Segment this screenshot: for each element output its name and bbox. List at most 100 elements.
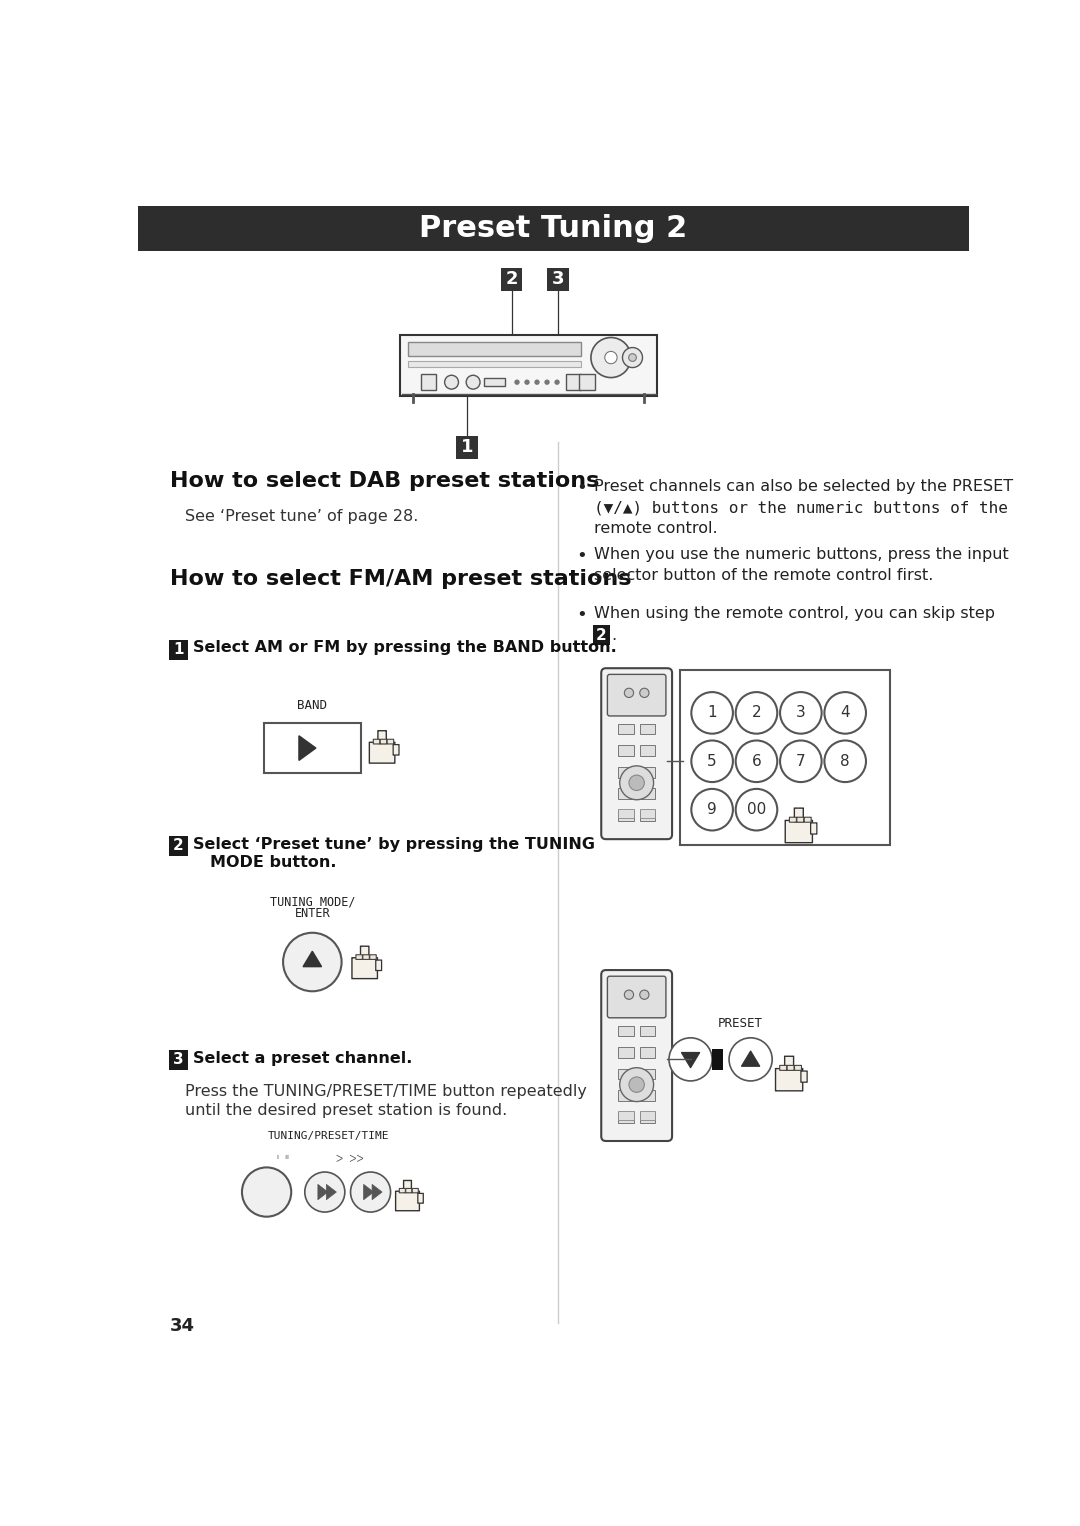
- Text: 5: 5: [707, 754, 717, 769]
- Bar: [639, 723, 656, 734]
- FancyBboxPatch shape: [170, 639, 188, 659]
- Circle shape: [242, 1167, 292, 1216]
- FancyBboxPatch shape: [780, 1065, 786, 1070]
- Text: 6: 6: [752, 754, 761, 769]
- FancyBboxPatch shape: [400, 1189, 405, 1193]
- Circle shape: [669, 1038, 712, 1080]
- Circle shape: [691, 693, 733, 734]
- Bar: [639, 1112, 656, 1123]
- Bar: [639, 1111, 656, 1120]
- Text: ᐳ  ᐳᐳ: ᐳ ᐳᐳ: [336, 1154, 364, 1163]
- Text: Select ‘Preset tune’ by pressing the TUNING: Select ‘Preset tune’ by pressing the TUN…: [193, 836, 595, 852]
- Text: 3: 3: [552, 270, 564, 288]
- Circle shape: [351, 1172, 391, 1212]
- FancyBboxPatch shape: [785, 821, 812, 842]
- Text: .: .: [611, 627, 617, 642]
- Text: Select a preset channel.: Select a preset channel.: [193, 1050, 413, 1065]
- Circle shape: [735, 693, 778, 734]
- FancyBboxPatch shape: [406, 1189, 411, 1193]
- Circle shape: [445, 375, 459, 389]
- Text: 3: 3: [796, 705, 806, 720]
- Text: When using the remote control, you can skip step: When using the remote control, you can s…: [594, 606, 995, 621]
- Circle shape: [467, 375, 480, 389]
- Bar: [618, 745, 634, 755]
- Polygon shape: [373, 1184, 382, 1199]
- Circle shape: [639, 688, 649, 697]
- Bar: [639, 810, 656, 821]
- FancyBboxPatch shape: [356, 955, 363, 960]
- Circle shape: [780, 693, 822, 734]
- Circle shape: [554, 380, 559, 385]
- FancyBboxPatch shape: [363, 955, 369, 960]
- FancyBboxPatch shape: [352, 958, 377, 978]
- Text: •: •: [577, 548, 588, 565]
- Text: See ‘Preset tune’ of page 28.: See ‘Preset tune’ of page 28.: [186, 510, 419, 525]
- Circle shape: [605, 351, 617, 363]
- Circle shape: [824, 740, 866, 781]
- Bar: [618, 1090, 634, 1100]
- FancyBboxPatch shape: [369, 742, 395, 763]
- Text: BAND: BAND: [297, 699, 327, 713]
- Polygon shape: [681, 1053, 700, 1068]
- Bar: [618, 766, 634, 778]
- Text: remote control.: remote control.: [594, 520, 717, 536]
- Text: 2: 2: [596, 627, 607, 642]
- Text: selector button of the remote control first.: selector button of the remote control fi…: [594, 568, 933, 583]
- Bar: [618, 723, 634, 734]
- Bar: [618, 809, 634, 818]
- Circle shape: [735, 740, 778, 781]
- FancyBboxPatch shape: [795, 809, 804, 821]
- Circle shape: [629, 354, 636, 362]
- Circle shape: [591, 337, 631, 377]
- FancyBboxPatch shape: [378, 731, 387, 743]
- Bar: [484, 378, 505, 386]
- Circle shape: [639, 990, 649, 1000]
- Text: 2: 2: [752, 705, 761, 720]
- FancyBboxPatch shape: [170, 836, 188, 856]
- Text: 2: 2: [173, 838, 184, 853]
- FancyBboxPatch shape: [797, 818, 804, 823]
- Text: ENTER: ENTER: [295, 908, 330, 920]
- FancyBboxPatch shape: [393, 745, 399, 755]
- Bar: [579, 374, 595, 389]
- Circle shape: [624, 990, 634, 1000]
- FancyBboxPatch shape: [602, 971, 672, 1141]
- Text: 34: 34: [170, 1317, 195, 1335]
- Text: Preset Tuning 2: Preset Tuning 2: [419, 214, 688, 243]
- Circle shape: [629, 1077, 645, 1093]
- FancyBboxPatch shape: [679, 670, 890, 845]
- Polygon shape: [741, 1051, 760, 1067]
- Bar: [639, 745, 656, 755]
- Circle shape: [824, 693, 866, 734]
- Circle shape: [735, 789, 778, 830]
- Bar: [618, 810, 634, 821]
- Bar: [618, 1111, 634, 1120]
- Text: Preset channels can also be selected by the PRESET: Preset channels can also be selected by …: [594, 479, 1013, 494]
- Bar: [138, 206, 970, 250]
- Bar: [639, 766, 656, 778]
- Circle shape: [729, 1038, 772, 1080]
- FancyBboxPatch shape: [795, 1065, 801, 1070]
- Polygon shape: [318, 1184, 328, 1199]
- Text: •: •: [577, 606, 588, 624]
- FancyBboxPatch shape: [413, 1189, 418, 1193]
- FancyBboxPatch shape: [418, 1193, 423, 1202]
- FancyBboxPatch shape: [400, 334, 657, 395]
- FancyBboxPatch shape: [805, 818, 811, 823]
- Bar: [421, 374, 436, 389]
- Bar: [618, 1068, 634, 1079]
- Bar: [712, 1048, 723, 1070]
- FancyBboxPatch shape: [775, 1068, 802, 1091]
- Text: Press the TUNING/PRESET/TIME button repeatedly: Press the TUNING/PRESET/TIME button repe…: [186, 1085, 588, 1099]
- FancyBboxPatch shape: [785, 1056, 794, 1070]
- FancyBboxPatch shape: [404, 1181, 411, 1192]
- Text: PRESET: PRESET: [718, 1018, 764, 1030]
- FancyBboxPatch shape: [607, 674, 666, 716]
- Text: 1: 1: [707, 705, 717, 720]
- Text: 7: 7: [796, 754, 806, 769]
- FancyBboxPatch shape: [789, 818, 796, 823]
- Circle shape: [514, 380, 519, 385]
- FancyBboxPatch shape: [787, 1065, 794, 1070]
- FancyBboxPatch shape: [501, 269, 523, 291]
- Bar: [407, 342, 581, 356]
